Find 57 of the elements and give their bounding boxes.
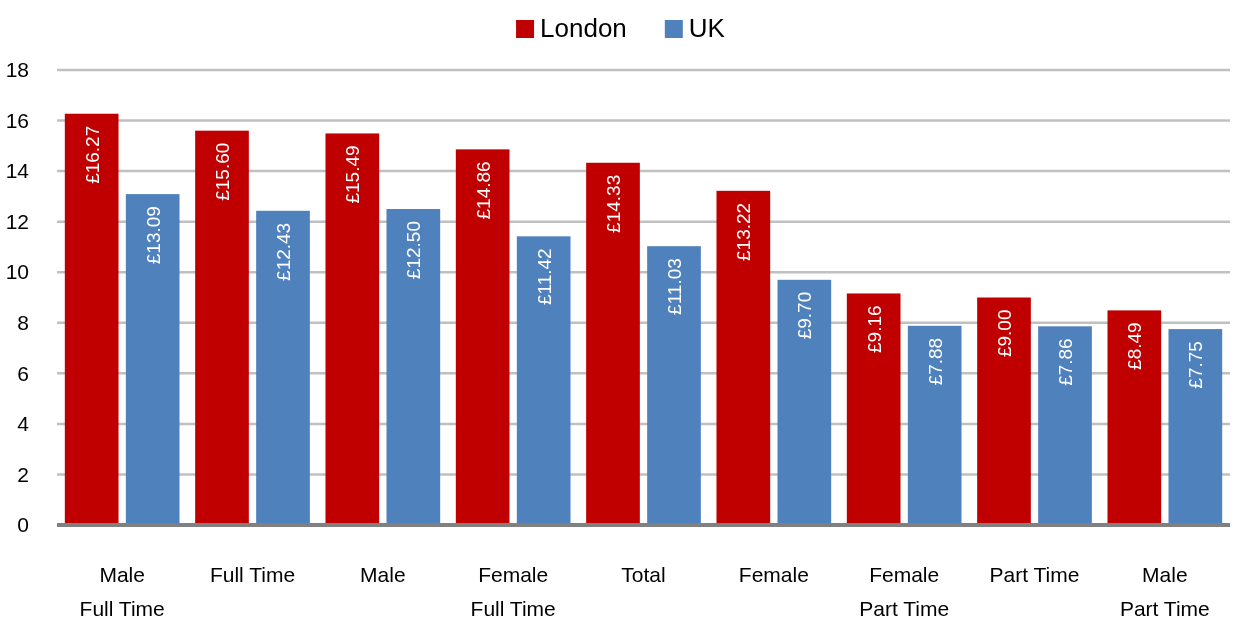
y-tick-label: 16: [5, 108, 29, 132]
data-label: £13.09: [142, 206, 164, 265]
data-label: £12.50: [403, 221, 425, 280]
x-tick-label: Female Part Time: [859, 563, 950, 620]
y-tick-label: 12: [5, 209, 29, 233]
bar: [907, 325, 962, 525]
bar: [455, 149, 510, 525]
bar: [64, 113, 119, 525]
bar: [647, 246, 701, 525]
data-label: £9.70: [794, 291, 816, 340]
bar: [516, 236, 571, 525]
y-tick-label: 10: [5, 260, 29, 284]
data-label: £7.86: [1055, 338, 1076, 386]
data-label: £7.75: [1185, 341, 1207, 389]
data-label: £11.42: [533, 248, 555, 306]
x-tick-label: Male: [360, 563, 406, 586]
legend-label: UK: [688, 13, 726, 43]
data-label: £8.49: [1124, 322, 1146, 370]
data-label: £7.88: [924, 337, 946, 386]
x-tick-label: Female Full Time: [470, 563, 556, 620]
y-tick-label: 0: [17, 513, 29, 537]
data-label: £9.00: [994, 309, 1015, 358]
data-label: £9.16: [863, 305, 885, 353]
bar: [777, 279, 832, 525]
data-label: £15.60: [212, 142, 233, 201]
bar: [325, 133, 380, 525]
data-label: £12.43: [273, 222, 294, 281]
x-tick-label: Part Time: [989, 563, 1080, 586]
bar: [195, 130, 249, 525]
x-tick-label: Male Part Time: [1119, 563, 1210, 620]
y-tick-label: 8: [17, 311, 29, 334]
data-label: £14.33: [603, 174, 624, 233]
bar: [846, 293, 901, 525]
y-tick-label: 6: [17, 361, 29, 385]
x-tick-label: Full Time: [209, 563, 296, 586]
bar: [256, 210, 310, 525]
y-tick-label: 18: [5, 58, 29, 82]
bar: [1168, 329, 1223, 525]
x-tick-label: Total: [621, 563, 666, 586]
data-label: £16.27: [81, 125, 103, 184]
y-tick-label: 2: [17, 462, 29, 486]
data-label: £14.86: [472, 161, 494, 220]
bar: [1038, 326, 1092, 525]
bar: [586, 162, 640, 525]
bar: [386, 209, 441, 525]
bar: [125, 194, 180, 525]
legend-label: London: [540, 13, 627, 43]
y-tick-label: 4: [17, 412, 30, 436]
x-tick-label: Female: [738, 563, 809, 586]
data-label: £13.22: [733, 202, 755, 261]
data-label: £15.49: [342, 145, 364, 204]
x-tick-label: Male Full Time: [79, 563, 165, 620]
bar: [716, 190, 771, 525]
bar: [1107, 310, 1162, 525]
y-tick-label: 14: [5, 159, 30, 183]
data-label: £11.03: [664, 258, 685, 315]
bar: [977, 297, 1031, 525]
